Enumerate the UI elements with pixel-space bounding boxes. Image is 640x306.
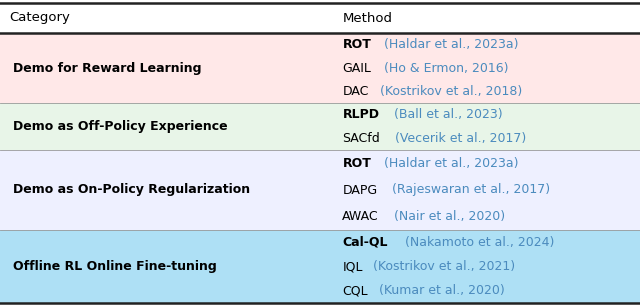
Text: (Nakamoto et al., 2024): (Nakamoto et al., 2024) (401, 236, 554, 249)
Text: SACfd: SACfd (342, 132, 380, 145)
Text: (Kostrikov et al., 2018): (Kostrikov et al., 2018) (376, 85, 523, 98)
Text: (Nair et al., 2020): (Nair et al., 2020) (390, 210, 505, 223)
Text: (Kostrikov et al., 2021): (Kostrikov et al., 2021) (369, 260, 515, 273)
Text: (Rajeswaran et al., 2017): (Rajeswaran et al., 2017) (388, 184, 550, 196)
Text: IQL: IQL (342, 260, 363, 273)
Text: Method: Method (342, 12, 392, 24)
Text: (Ho & Ermon, 2016): (Ho & Ermon, 2016) (380, 62, 508, 74)
Text: Cal-QL: Cal-QL (342, 236, 388, 249)
Text: (Vecerik et al., 2017): (Vecerik et al., 2017) (391, 132, 526, 145)
Text: AWAC: AWAC (342, 210, 379, 223)
Text: (Kumar et al., 2020): (Kumar et al., 2020) (376, 284, 505, 297)
Text: ROT: ROT (342, 38, 371, 51)
Text: Offline RL Online Fine-tuning: Offline RL Online Fine-tuning (13, 260, 216, 273)
Text: (Haldar et al., 2023a): (Haldar et al., 2023a) (380, 157, 518, 170)
Text: (Ball et al., 2023): (Ball et al., 2023) (390, 108, 503, 121)
Text: Demo for Reward Learning: Demo for Reward Learning (13, 62, 202, 74)
Text: Demo as Off-Policy Experience: Demo as Off-Policy Experience (13, 120, 227, 133)
Text: Demo as On-Policy Regularization: Demo as On-Policy Regularization (13, 184, 250, 196)
Text: (Haldar et al., 2023a): (Haldar et al., 2023a) (380, 38, 518, 51)
Text: ROT: ROT (342, 157, 371, 170)
Text: GAIL: GAIL (342, 62, 371, 74)
Bar (0, 150, 640, 230)
Text: RLPD: RLPD (342, 108, 380, 121)
Text: DAPG: DAPG (342, 184, 378, 196)
Text: Category: Category (10, 12, 70, 24)
Text: CQL: CQL (342, 284, 368, 297)
Bar (0, 230, 640, 303)
Bar (0, 33, 640, 103)
Bar (0, 103, 640, 150)
Text: DAC: DAC (342, 85, 369, 98)
